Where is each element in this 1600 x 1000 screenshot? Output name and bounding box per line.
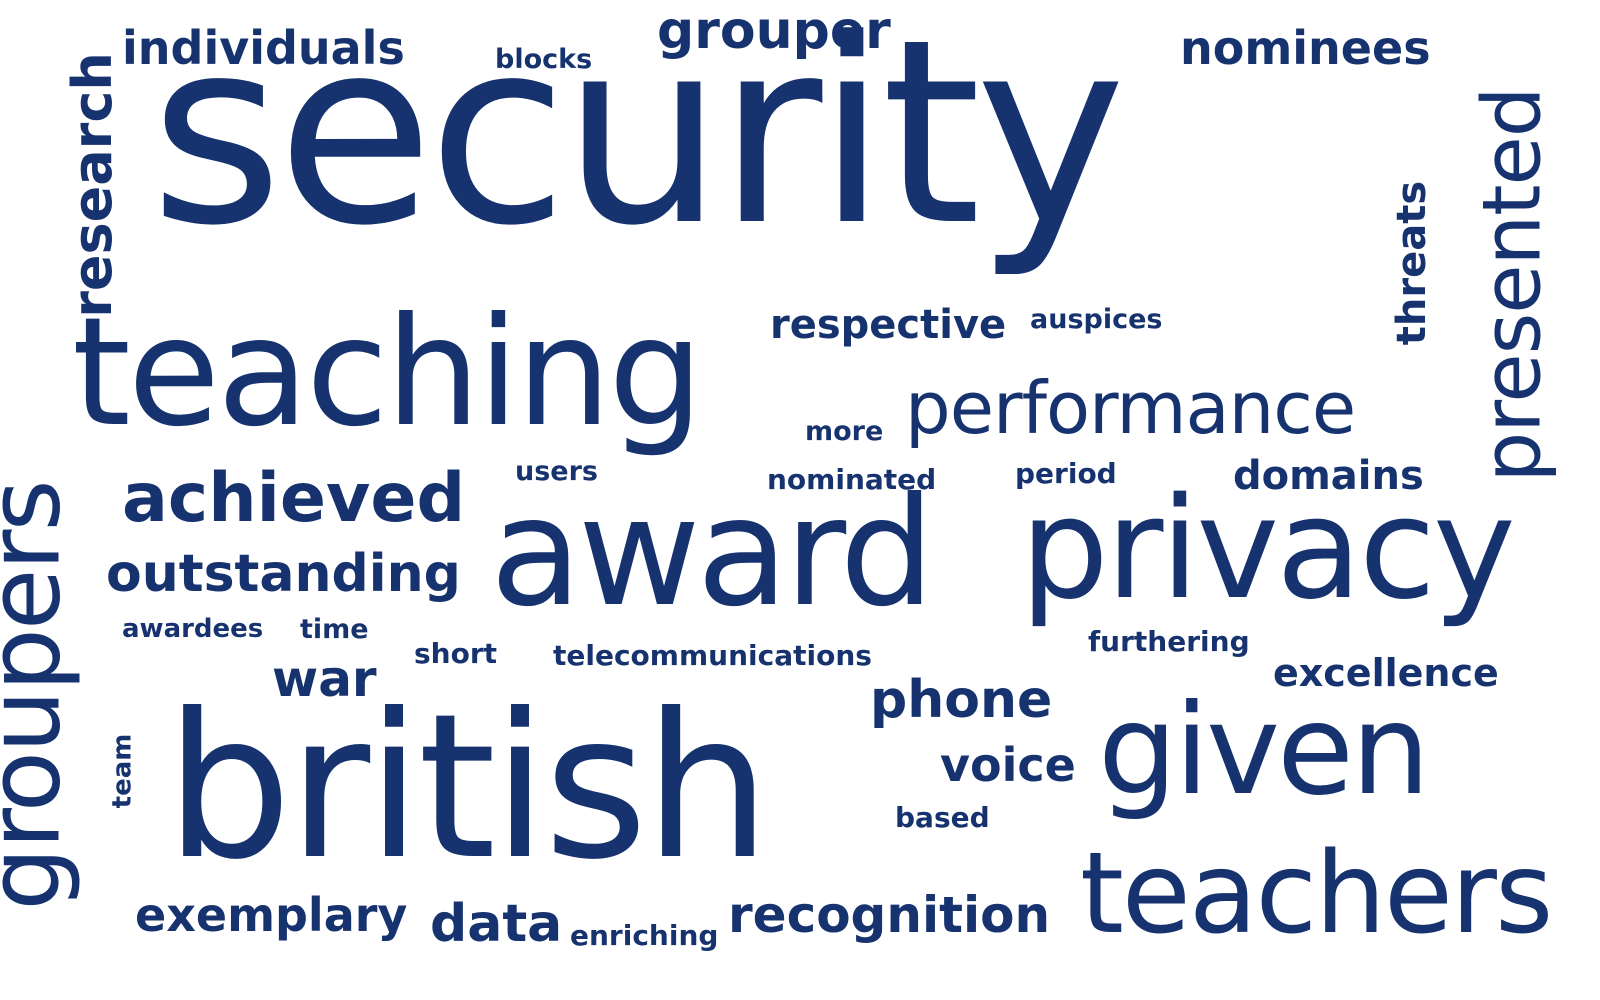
word-domains: domains — [1233, 453, 1424, 499]
word-more: more — [805, 416, 884, 447]
word-research: research — [60, 52, 124, 318]
word-data: data — [430, 894, 563, 954]
word-individuals: individuals — [122, 21, 405, 75]
word-outstanding: outstanding — [106, 544, 461, 604]
word-blocks: blocks — [495, 44, 593, 75]
word-short: short — [414, 637, 498, 670]
word-groupers: groupers — [0, 481, 83, 911]
word-exemplary: exemplary — [135, 888, 408, 942]
word-teachers: teachers — [1080, 829, 1553, 959]
word-grouper: grouper — [657, 1, 891, 61]
word-period: period — [1015, 457, 1117, 490]
word-presented: presented — [1465, 87, 1559, 483]
word-users: users — [515, 456, 598, 487]
word-excellence: excellence — [1273, 651, 1499, 695]
word-security: security — [150, 0, 1126, 282]
word-respective: respective — [770, 302, 1007, 348]
word-privacy: privacy — [1020, 468, 1516, 631]
word-nominees: nominees — [1180, 21, 1431, 75]
word-teaching: teaching — [72, 286, 704, 460]
word-awardees: awardees — [122, 614, 264, 644]
word-achieved: achieved — [122, 459, 466, 538]
word-time: time — [300, 614, 369, 645]
word-british: british — [165, 671, 771, 904]
word-voice: voice — [940, 738, 1076, 792]
word-based: based — [895, 801, 990, 834]
word-threats: threats — [1389, 180, 1436, 346]
word-furthering: furthering — [1088, 625, 1250, 658]
word-performance: performance — [905, 366, 1356, 450]
word-award: award — [490, 466, 935, 640]
word-phone: phone — [870, 670, 1053, 730]
word-nominated: nominated — [767, 463, 937, 496]
word-telecommunications: telecommunications — [553, 639, 872, 672]
word-auspices: auspices — [1030, 304, 1163, 335]
word-war: war — [272, 650, 377, 708]
word-given: given — [1098, 678, 1430, 823]
word-enriching: enriching — [570, 919, 719, 952]
word-team: team — [107, 733, 138, 809]
word-recognition: recognition — [728, 886, 1051, 944]
